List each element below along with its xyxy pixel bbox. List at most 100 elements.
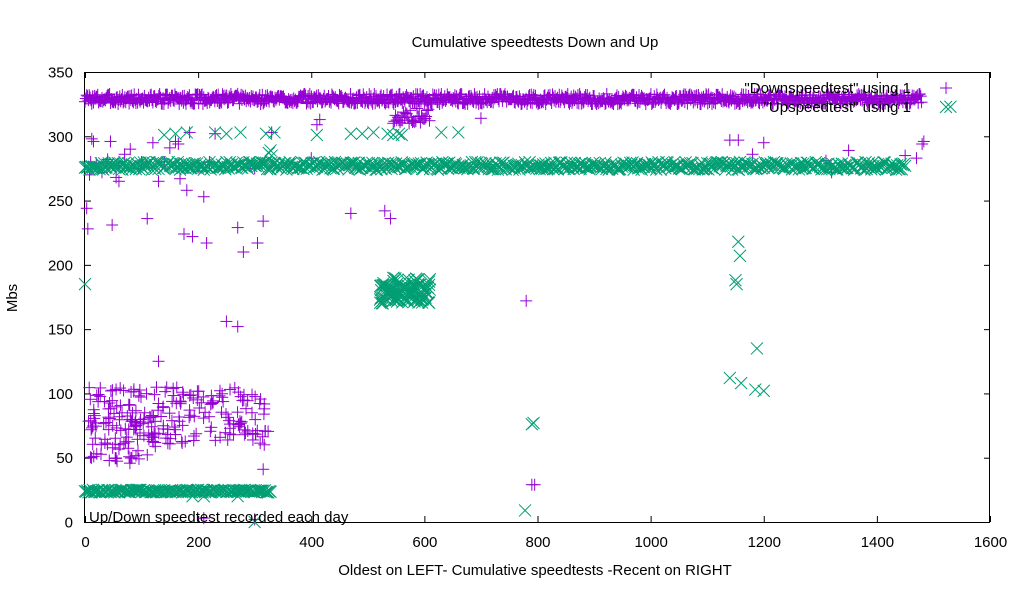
data-point bbox=[209, 127, 222, 140]
data-point bbox=[86, 421, 99, 434]
data-point bbox=[913, 87, 926, 100]
data-point bbox=[172, 138, 185, 150]
data-point bbox=[155, 410, 168, 423]
data-point bbox=[916, 138, 929, 150]
y-tick-label: 250 bbox=[48, 193, 73, 210]
data-point bbox=[124, 143, 137, 156]
data-point bbox=[102, 411, 115, 424]
data-point bbox=[418, 112, 431, 125]
axis-ticks: 0 200 400 600 800 1000 1200 1400 1600 0 50 100 150 20… bbox=[48, 65, 1007, 552]
data-point bbox=[176, 386, 189, 399]
data-point bbox=[142, 416, 155, 429]
data-point bbox=[214, 384, 227, 397]
data-point bbox=[734, 376, 748, 390]
data-point bbox=[157, 400, 170, 413]
data-point bbox=[313, 113, 326, 126]
data-point bbox=[132, 452, 145, 465]
data-point bbox=[129, 404, 142, 417]
data-point bbox=[204, 398, 217, 411]
x-tick-label: 200 bbox=[186, 534, 211, 551]
data-point bbox=[124, 452, 137, 465]
data-point bbox=[141, 448, 154, 461]
x-tick-label: 1000 bbox=[634, 534, 667, 551]
data-point bbox=[344, 88, 357, 101]
data-point bbox=[118, 148, 131, 161]
data-point bbox=[146, 136, 159, 149]
data-point bbox=[259, 127, 273, 141]
data-point bbox=[102, 423, 115, 436]
series-up bbox=[78, 100, 957, 529]
data-point bbox=[104, 135, 117, 148]
data-point bbox=[249, 413, 262, 426]
data-point bbox=[235, 415, 248, 428]
data-point bbox=[94, 390, 107, 403]
data-point bbox=[245, 406, 258, 419]
data-point bbox=[104, 384, 117, 397]
data-point bbox=[92, 388, 105, 401]
data-point bbox=[528, 478, 541, 491]
y-axis-label: Mbs bbox=[4, 284, 21, 312]
data-point bbox=[898, 159, 912, 173]
data-point bbox=[146, 431, 159, 444]
data-point bbox=[533, 96, 546, 109]
data-point bbox=[110, 383, 123, 396]
data-point bbox=[378, 204, 391, 217]
data-point bbox=[109, 452, 122, 465]
data-point bbox=[658, 88, 671, 101]
data-point bbox=[103, 396, 116, 409]
data-point bbox=[389, 109, 402, 122]
data-point bbox=[84, 451, 97, 464]
data-point bbox=[90, 389, 103, 402]
data-point bbox=[520, 294, 533, 307]
data-point bbox=[753, 97, 766, 110]
series-down bbox=[79, 87, 930, 526]
data-point bbox=[129, 449, 142, 462]
data-point bbox=[248, 513, 261, 526]
data-point bbox=[167, 382, 180, 395]
data-point bbox=[238, 423, 251, 436]
data-point bbox=[825, 89, 838, 102]
data-point bbox=[110, 421, 123, 434]
data-point bbox=[215, 406, 228, 419]
data-point bbox=[137, 417, 150, 430]
y-tick-label: 200 bbox=[48, 257, 73, 274]
data-point bbox=[421, 104, 434, 117]
data-point bbox=[666, 91, 679, 104]
chart-title: Cumulative speedtests Down and Up bbox=[412, 34, 659, 51]
data-point bbox=[709, 97, 722, 110]
x-tick-label: 0 bbox=[81, 534, 89, 551]
data-point bbox=[422, 103, 435, 116]
data-point bbox=[384, 212, 397, 225]
data-point bbox=[152, 404, 165, 417]
data-point bbox=[169, 423, 182, 436]
data-point bbox=[518, 504, 532, 517]
data-point bbox=[135, 391, 148, 404]
data-point bbox=[80, 202, 93, 215]
data-point bbox=[93, 162, 107, 176]
data-point bbox=[183, 411, 196, 424]
data-point bbox=[214, 431, 227, 444]
legend-label: "Upspeedtest" using 1 bbox=[764, 99, 911, 116]
data-point bbox=[177, 228, 190, 240]
data-point bbox=[81, 222, 94, 235]
data-point bbox=[180, 184, 193, 197]
data-point bbox=[310, 118, 323, 131]
data-point bbox=[573, 87, 586, 100]
data-point bbox=[509, 96, 522, 109]
data-point bbox=[141, 212, 154, 225]
data-point bbox=[119, 422, 132, 435]
y-tick-label: 150 bbox=[48, 322, 73, 339]
data-point bbox=[231, 406, 244, 419]
data-point bbox=[161, 437, 174, 450]
data-point bbox=[163, 407, 176, 420]
data-point bbox=[222, 411, 235, 424]
data-point bbox=[173, 415, 186, 428]
x-tick-label: 1200 bbox=[748, 534, 781, 551]
data-point bbox=[277, 90, 290, 103]
data-point bbox=[132, 389, 145, 402]
y-tick-label: 50 bbox=[56, 450, 73, 467]
data-point bbox=[411, 102, 424, 115]
data-point bbox=[176, 437, 189, 450]
data-marks bbox=[78, 87, 957, 529]
